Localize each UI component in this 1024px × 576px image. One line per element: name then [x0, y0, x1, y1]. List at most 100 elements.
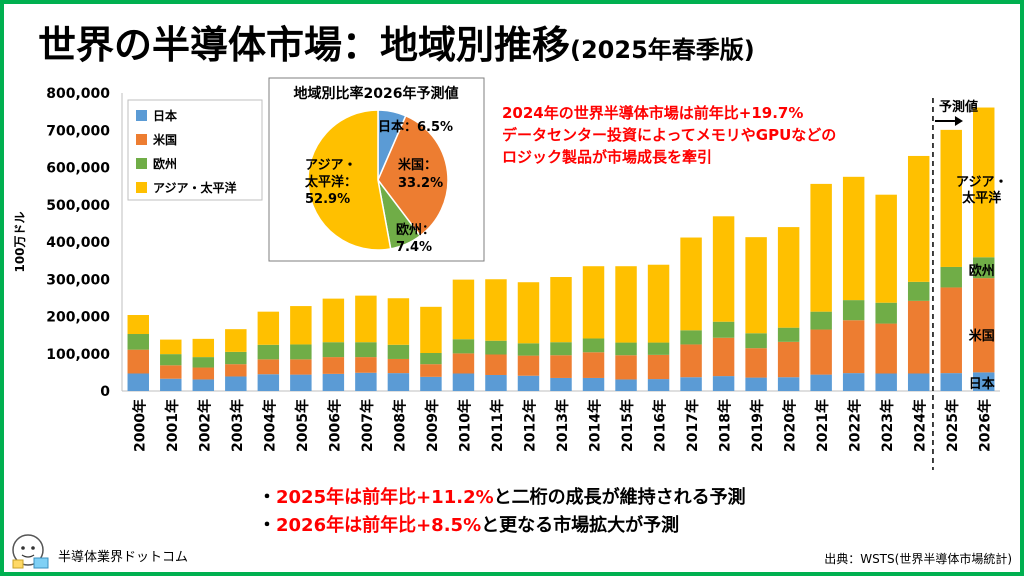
bar-segment [680, 330, 702, 345]
bar-label-europe: 欧州 [969, 263, 995, 279]
bar-segment [842, 176, 865, 301]
x-tick-label: 2018年 [717, 399, 734, 452]
bar-segment [160, 378, 182, 391]
x-tick-label: 2008年 [391, 399, 408, 452]
x-tick-label: 2020年 [782, 399, 799, 452]
page-title: 世界の半導体市場：地域別推移(2025年春季版) [38, 14, 755, 69]
pie-slice [377, 114, 449, 237]
bar-segment [647, 354, 670, 380]
x-tick-label: 2023年 [879, 399, 896, 452]
y-tick-label: 700,000 [46, 123, 110, 139]
bar-segment [647, 264, 670, 343]
bar-segment [355, 372, 377, 391]
x-tick-label: 2014年 [587, 399, 604, 452]
y-tick-label: 100,000 [46, 347, 110, 363]
bar-segment [355, 342, 377, 358]
bar-segment [940, 373, 962, 391]
bar-segment [745, 333, 767, 349]
bar-segment [452, 373, 475, 391]
bar-segment [582, 352, 605, 378]
legend-swatch [136, 110, 147, 121]
y-tick-label: 400,000 [46, 235, 110, 251]
bar-segment [192, 338, 215, 358]
bar-segment [225, 376, 247, 391]
y-tick-label: 600,000 [46, 161, 110, 177]
bar-segment [290, 359, 312, 375]
bar-segment [452, 339, 475, 354]
bar-segment [322, 342, 345, 358]
bar-segment [322, 298, 345, 343]
bar-segment [257, 311, 280, 345]
forecast-label: 予測値 [939, 99, 978, 115]
bar-segment [192, 379, 215, 391]
title-main: 世界の半導体市場：地域別推移 [38, 23, 571, 67]
bar-segment [647, 379, 670, 391]
legend-swatch [136, 182, 147, 193]
bar-segment [973, 107, 995, 258]
bar-segment [550, 377, 572, 391]
pie-slice [307, 109, 392, 251]
bar-segment [907, 300, 930, 374]
pie-label-apac: 52.9% [305, 192, 350, 207]
x-tick-label: 2003年 [229, 399, 246, 452]
x-tick-label: 2024年 [912, 399, 929, 452]
bar-segment [485, 279, 507, 341]
note-bullet: ・ [258, 487, 276, 508]
bar-segment [550, 342, 572, 356]
pie-label-apac: 太平洋： [304, 174, 357, 190]
bar-segment [550, 277, 572, 343]
pie-label-us: 米国： [398, 157, 437, 173]
x-tick-label: 2012年 [521, 399, 538, 452]
bar-segment [712, 376, 735, 391]
bar-label-japan: 日本 [969, 376, 995, 392]
bar-segment [745, 377, 767, 391]
growth-annotation: ロジック製品が市場成長を牽引 [502, 148, 712, 166]
bar-segment [160, 354, 182, 366]
forecast-note-2026: ・2026年は前年比+8.5%と更なる市場拡大が予測 [258, 511, 679, 537]
bar-segment [290, 344, 312, 360]
bar-segment [420, 306, 442, 354]
bar-segment [940, 287, 962, 374]
pie-label-apac: アジア・ [305, 158, 356, 173]
bar-segment [647, 342, 670, 355]
bar-segment [225, 364, 247, 377]
bar-segment [875, 373, 897, 391]
note-text: と二桁の成長が維持される予測 [493, 487, 746, 508]
bar-segment [777, 327, 800, 342]
bar-segment [355, 357, 377, 373]
bar-segment [485, 374, 507, 391]
x-tick-label: 2009年 [424, 399, 441, 452]
x-tick-label: 2007年 [359, 399, 376, 452]
bar-segment [127, 334, 149, 350]
x-tick-label: 2022年 [847, 399, 864, 452]
bar-segment [777, 227, 800, 328]
bar-segment [712, 216, 735, 322]
growth-annotation: 2024年の世界半導体市場は前年比+19.7% [502, 104, 803, 122]
bar-segment [225, 329, 247, 352]
note-highlight: 2026年は前年比+8.5% [276, 515, 482, 536]
x-tick-label: 2001年 [164, 399, 181, 452]
bar-segment [387, 344, 410, 359]
bar-segment [257, 359, 280, 375]
bar-segment [192, 357, 215, 368]
bar-segment [160, 339, 182, 355]
bar-segment [680, 344, 702, 378]
x-tick-label: 2000年 [131, 399, 148, 452]
bar-segment [745, 237, 767, 334]
bar-segment [127, 373, 149, 391]
forecast-note-2025: ・2025年は前年比+11.2%と二桁の成長が維持される予測 [258, 483, 746, 509]
bar-label-apac: アジア・ [956, 175, 1007, 190]
bar-segment [322, 373, 345, 391]
bar-segment [485, 340, 507, 355]
bar-segment [517, 355, 540, 376]
bar-label-apac: 太平洋 [961, 190, 1001, 206]
bar-segment [517, 282, 540, 344]
bar-segment [420, 364, 442, 377]
x-tick-label: 2002年 [196, 399, 213, 452]
mascot-icon [12, 534, 49, 569]
pie-title: 地域別比率2026年予測値 [294, 85, 459, 102]
bar-segment [290, 374, 312, 391]
bar-segment [420, 376, 442, 391]
bar-segment [875, 194, 897, 303]
